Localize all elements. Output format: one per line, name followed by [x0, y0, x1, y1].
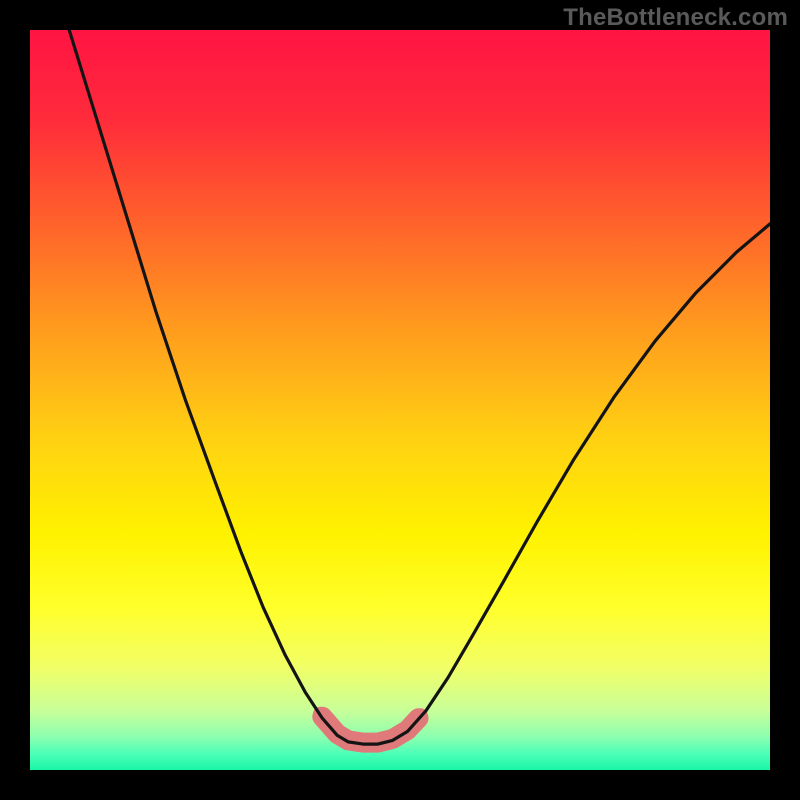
- chart-root: TheBottleneck.com: [0, 0, 800, 800]
- gradient-plot: [30, 30, 770, 770]
- gradient-background: [30, 30, 770, 770]
- watermark-text: TheBottleneck.com: [563, 4, 788, 32]
